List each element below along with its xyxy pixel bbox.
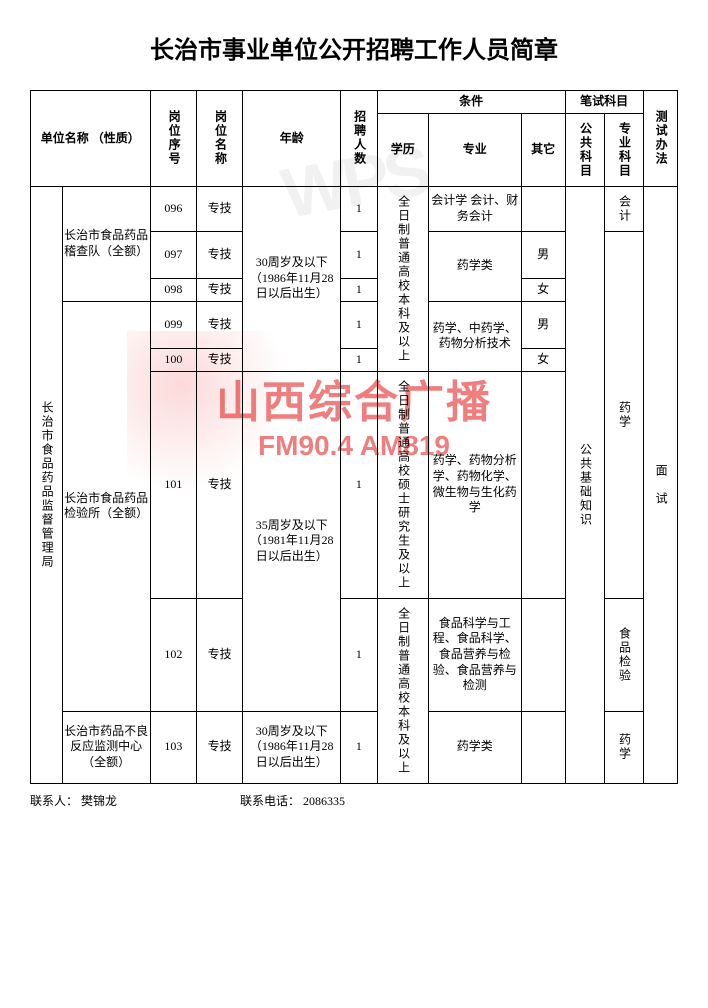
table-row: 长治市食品药品监督管理局 长治市食品药品稽查队（全额） 096 专技 30周岁及…	[31, 186, 678, 231]
cell-major: 药学、中药学、药物分析技术	[428, 301, 521, 371]
cell-pos: 专技	[197, 279, 243, 302]
cell-age: 30周岁及以下（1986年11月28日以后出生）	[243, 711, 341, 783]
cell-age: 35周岁及以下（1981年11月28日以后出生）	[243, 371, 341, 711]
cell-pos: 专技	[197, 349, 243, 372]
cell-n: 1	[341, 301, 378, 348]
cell-pos: 专技	[197, 711, 243, 783]
col-major: 专业	[428, 113, 521, 186]
cell-pos: 专技	[197, 231, 243, 278]
unit-cell: 长治市食品药品检验所（全额）	[62, 301, 150, 711]
cell-other: 女	[521, 279, 565, 302]
cell-n: 1	[341, 598, 378, 711]
col-post-no: 岗位序号	[150, 91, 196, 187]
cell-other	[521, 186, 565, 231]
col-edu: 学历	[377, 113, 428, 186]
col-method: 测试办法	[643, 91, 677, 187]
cell-major: 会计学 会计、财务会计	[428, 186, 521, 231]
cell-pos: 专技	[197, 598, 243, 711]
cell-other	[521, 371, 565, 598]
cell-no: 096	[150, 186, 196, 231]
cell-age: 30周岁及以下（1986年11月28日以后出生）	[243, 186, 341, 371]
cell-n: 1	[341, 371, 378, 598]
cell-n: 1	[341, 279, 378, 302]
cell-pos: 专技	[197, 371, 243, 598]
tel-number: 2086335	[303, 794, 345, 809]
cell-method: 面 试	[643, 186, 677, 783]
footer: 联系人： 樊锦龙 联系电话： 2086335	[30, 792, 678, 809]
cell-no: 099	[150, 301, 196, 348]
cell-edu: 全日制普通高校硕士研究生及以上	[377, 371, 428, 598]
cell-n: 1	[341, 349, 378, 372]
cell-edu: 全日制普通高校本科及以上	[377, 186, 428, 371]
cell-major: 药学、药物分析学、药物化学、微生物与生化药学	[428, 371, 521, 598]
unit-cell: 长治市食品药品稽查队（全额）	[62, 186, 150, 301]
cell-other: 男	[521, 231, 565, 278]
cell-no: 100	[150, 349, 196, 372]
col-conditions: 条件	[377, 91, 565, 114]
col-exam: 笔试科目	[565, 91, 643, 114]
cell-pub: 公共基础知识	[565, 186, 604, 783]
cell-pos: 专技	[197, 186, 243, 231]
page-title: 长治市事业单位公开招聘工作人员简章	[30, 30, 678, 65]
cell-other: 女	[521, 349, 565, 372]
col-public: 公共科目	[565, 113, 604, 186]
cell-edu: 全日制普通高校本科及以上	[377, 598, 428, 783]
cell-major: 药学类	[428, 231, 521, 301]
cell-no: 097	[150, 231, 196, 278]
cell-sub: 药学	[604, 231, 643, 598]
unit-cell: 长治市药品不良反应监测中心（全额）	[62, 711, 150, 783]
cell-n: 1	[341, 186, 378, 231]
col-other: 其它	[521, 113, 565, 186]
cell-n: 1	[341, 231, 378, 278]
header-row-1: 单位名称 （性质） 岗位序号 岗位名称 年龄 招聘人数 条件 笔试科目 测试办法	[31, 91, 678, 114]
cell-no: 101	[150, 371, 196, 598]
cell-no: 098	[150, 279, 196, 302]
cell-other	[521, 598, 565, 711]
col-post-name: 岗位名称	[197, 91, 243, 187]
col-pro: 专业科目	[604, 113, 643, 186]
cell-other	[521, 711, 565, 783]
col-age: 年龄	[243, 91, 341, 187]
contact-label: 联系人：	[30, 792, 78, 809]
col-unit: 单位名称 （性质）	[31, 91, 151, 187]
col-count: 招聘人数	[341, 91, 378, 187]
cell-no: 103	[150, 711, 196, 783]
cell-pos: 专技	[197, 301, 243, 348]
cell-major: 食品科学与工程、食品科学、食品营养与检验、食品营养与检测	[428, 598, 521, 711]
cell-no: 102	[150, 598, 196, 711]
cell-sub: 食品检验	[604, 598, 643, 711]
cell-n: 1	[341, 711, 378, 783]
recruitment-table: 单位名称 （性质） 岗位序号 岗位名称 年龄 招聘人数 条件 笔试科目 测试办法…	[30, 90, 678, 784]
dept-cell: 长治市食品药品监督管理局	[31, 186, 63, 783]
cell-major: 药学类	[428, 711, 521, 783]
cell-other: 男	[521, 301, 565, 348]
cell-sub: 会计	[604, 186, 643, 231]
tel-label: 联系电话：	[240, 792, 300, 809]
cell-sub: 药学	[604, 711, 643, 783]
contact-name: 樊锦龙	[81, 792, 117, 809]
